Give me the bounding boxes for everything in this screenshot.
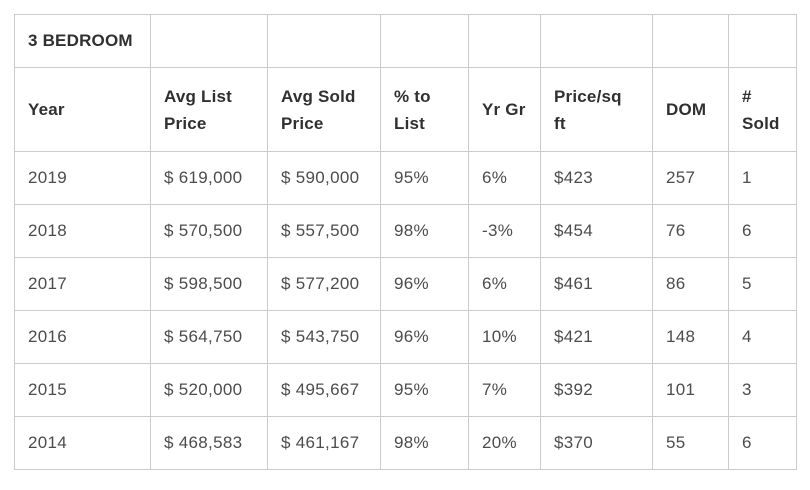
table-row: 2016 $ 564,750 $ 543,750 96% 10% $421 14…: [14, 310, 797, 364]
cell-dom: 55: [652, 416, 729, 470]
cell-year: 2014: [14, 416, 151, 470]
empty-cell: [150, 14, 268, 68]
cell-year: 2019: [14, 151, 151, 205]
cell-pct-to-list: 98%: [380, 204, 469, 258]
column-header-yr-gr: Yr Gr: [468, 67, 541, 152]
cell-num-sold: 6: [728, 204, 797, 258]
bedroom-stats-table: 3 BEDROOM Year Avg List Price Avg Sold P…: [14, 14, 797, 470]
cell-yr-gr: 6%: [468, 257, 541, 311]
cell-avg-list-price: $ 468,583: [150, 416, 268, 470]
cell-yr-gr: 10%: [468, 310, 541, 364]
cell-num-sold: 4: [728, 310, 797, 364]
cell-avg-list-price: $ 598,500: [150, 257, 268, 311]
cell-avg-sold-price: $ 557,500: [267, 204, 381, 258]
cell-avg-sold-price: $ 577,200: [267, 257, 381, 311]
cell-year: 2015: [14, 363, 151, 417]
table-row: 2015 $ 520,000 $ 495,667 95% 7% $392 101…: [14, 363, 797, 417]
cell-dom: 86: [652, 257, 729, 311]
cell-dom: 257: [652, 151, 729, 205]
column-header-avg-sold-price: Avg Sold Price: [267, 67, 381, 152]
empty-cell: [652, 14, 729, 68]
table-row: 2019 $ 619,000 $ 590,000 95% 6% $423 257…: [14, 151, 797, 205]
cell-year: 2016: [14, 310, 151, 364]
cell-pct-to-list: 96%: [380, 310, 469, 364]
cell-yr-gr: 20%: [468, 416, 541, 470]
empty-cell: [380, 14, 469, 68]
cell-year: 2017: [14, 257, 151, 311]
cell-avg-list-price: $ 520,000: [150, 363, 268, 417]
empty-cell: [728, 14, 797, 68]
cell-avg-sold-price: $ 590,000: [267, 151, 381, 205]
cell-pct-to-list: 95%: [380, 151, 469, 205]
cell-dom: 101: [652, 363, 729, 417]
table-title: 3 BEDROOM: [14, 14, 151, 68]
empty-cell: [468, 14, 541, 68]
cell-dom: 76: [652, 204, 729, 258]
table-row: 2017 $ 598,500 $ 577,200 96% 6% $461 86 …: [14, 257, 797, 311]
cell-pct-to-list: 96%: [380, 257, 469, 311]
cell-pct-to-list: 98%: [380, 416, 469, 470]
cell-price-per-sqft: $421: [540, 310, 653, 364]
cell-num-sold: 5: [728, 257, 797, 311]
cell-avg-sold-price: $ 543,750: [267, 310, 381, 364]
cell-price-per-sqft: $392: [540, 363, 653, 417]
column-header-year: Year: [14, 67, 151, 152]
cell-num-sold: 1: [728, 151, 797, 205]
cell-avg-sold-price: $ 495,667: [267, 363, 381, 417]
cell-avg-list-price: $ 570,500: [150, 204, 268, 258]
table-row: 2014 $ 468,583 $ 461,167 98% 20% $370 55…: [14, 416, 797, 470]
table-row: 2018 $ 570,500 $ 557,500 98% -3% $454 76…: [14, 204, 797, 258]
cell-yr-gr: 7%: [468, 363, 541, 417]
cell-price-per-sqft: $423: [540, 151, 653, 205]
cell-price-per-sqft: $370: [540, 416, 653, 470]
cell-avg-list-price: $ 564,750: [150, 310, 268, 364]
table-header-row: Year Avg List Price Avg Sold Price % to …: [14, 67, 797, 152]
column-header-pct-to-list: % to List: [380, 67, 469, 152]
cell-num-sold: 6: [728, 416, 797, 470]
cell-price-per-sqft: $461: [540, 257, 653, 311]
empty-cell: [540, 14, 653, 68]
cell-yr-gr: -3%: [468, 204, 541, 258]
column-header-price-per-sqft: Price/sq ft: [540, 67, 653, 152]
cell-avg-sold-price: $ 461,167: [267, 416, 381, 470]
cell-year: 2018: [14, 204, 151, 258]
cell-avg-list-price: $ 619,000: [150, 151, 268, 205]
column-header-num-sold: # Sold: [728, 67, 797, 152]
cell-yr-gr: 6%: [468, 151, 541, 205]
cell-dom: 148: [652, 310, 729, 364]
cell-num-sold: 3: [728, 363, 797, 417]
table-title-row: 3 BEDROOM: [14, 14, 797, 68]
cell-price-per-sqft: $454: [540, 204, 653, 258]
column-header-dom: DOM: [652, 67, 729, 152]
cell-pct-to-list: 95%: [380, 363, 469, 417]
column-header-avg-list-price: Avg List Price: [150, 67, 268, 152]
empty-cell: [267, 14, 381, 68]
